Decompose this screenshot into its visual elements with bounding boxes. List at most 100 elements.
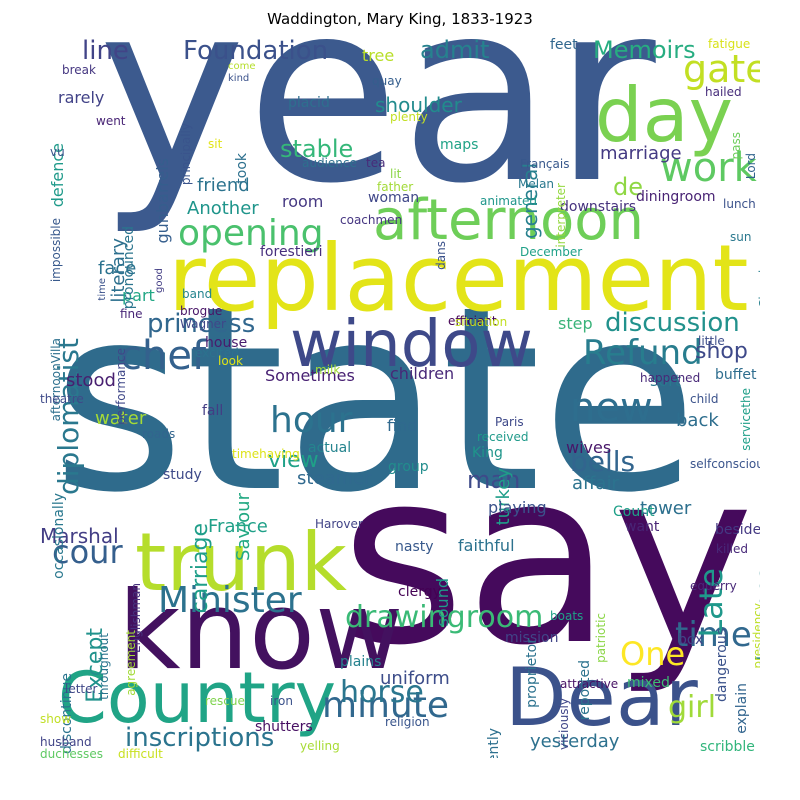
word-uniform: uniform <box>380 668 450 689</box>
word-tree: tree <box>362 46 395 65</box>
word-year: year <box>98 38 656 238</box>
word-affair: affair <box>572 473 619 494</box>
word-king: King <box>472 445 503 461</box>
word-house: house <box>205 335 248 351</box>
word-equerry: equerry <box>690 579 737 593</box>
word-proprietor: proprietor <box>524 638 540 708</box>
word-box: box <box>678 632 704 648</box>
word-dangerous: dangerous <box>714 628 730 703</box>
word-woman: woman <box>368 190 420 206</box>
word-steamer: steamer <box>297 468 372 489</box>
word-interpreter: interpreter <box>554 183 568 248</box>
word-lit: lit <box>390 167 402 181</box>
word-hour: hour <box>270 400 353 441</box>
word-coachmen: coachmen <box>340 213 403 227</box>
word-friend: friend <box>197 175 250 196</box>
word-explain: explain <box>734 683 750 734</box>
word-gate: gate <box>683 47 760 91</box>
word-refund: Refund <box>583 333 703 373</box>
word-group: group <box>388 459 429 475</box>
word-maps: maps <box>440 137 479 153</box>
word-iron: iron <box>270 694 293 708</box>
word-difficult: difficult <box>118 747 163 758</box>
word-happened: happened <box>640 371 701 385</box>
word-dear: Dear <box>505 651 698 744</box>
word-quay: quay <box>372 74 402 88</box>
word-actual: actual <box>308 440 352 456</box>
word-man: man <box>467 466 521 494</box>
word-find: find <box>387 416 418 435</box>
word-roads: roads <box>142 427 176 441</box>
word-placid: placid <box>288 95 330 111</box>
word-cour: cour <box>52 533 123 571</box>
word-marriage: marriage <box>600 143 682 164</box>
word-discussion: discussion <box>605 308 740 338</box>
word-brogue: brogue <box>180 304 223 318</box>
word-throughout: throughout <box>97 633 111 700</box>
word-opening: opening <box>178 213 324 254</box>
word-back: back <box>676 410 719 431</box>
word-selfconscious: selfconscious <box>690 457 760 471</box>
word-chef: chef <box>120 333 207 379</box>
word-forestieri: forestieri <box>260 244 323 260</box>
word-princess: princess <box>147 309 256 339</box>
word-diningroom: diningroom <box>636 189 716 205</box>
word-count: Count <box>613 504 655 520</box>
word-water: water <box>95 408 147 429</box>
word-replacement: replacement <box>168 225 749 332</box>
word-show: show <box>40 712 72 726</box>
plot-title: Waddington, Mary King, 1833-1923 <box>267 10 533 28</box>
word-shop: shop <box>695 339 748 364</box>
word-fall: fall <box>202 403 224 419</box>
word-one: One <box>620 635 686 673</box>
word-sun: sun <box>730 230 752 244</box>
word-evidently: evidently <box>486 728 502 758</box>
word-work: work <box>660 145 757 191</box>
word-fran-ais: Français <box>520 157 570 171</box>
word-horse: horse <box>340 675 424 710</box>
word-say: say <box>340 418 755 698</box>
word-stable: stable <box>280 135 354 163</box>
word-mixed: mixed <box>627 675 670 691</box>
word-performance: performance <box>114 348 128 425</box>
word-beside: beside <box>715 522 760 538</box>
word-downstairs: downstairs <box>560 199 637 215</box>
word-presidency: presidency <box>751 603 760 669</box>
word-country: Country <box>58 657 337 739</box>
word-stood: stood <box>66 370 116 391</box>
word-agreement: agreement <box>124 630 138 696</box>
word-timehaving: timehaving <box>232 447 300 461</box>
word-milk: milk <box>315 363 341 377</box>
word-letter: letter <box>65 682 98 696</box>
word-kind: kind <box>228 73 250 84</box>
word-sometimes: Sometimes <box>265 366 355 385</box>
word-lunch: lunch <box>723 197 756 211</box>
word-shutters: shutters <box>255 719 313 735</box>
word-audience: audience <box>302 156 357 170</box>
word-break: break <box>62 63 96 77</box>
word-view: view <box>268 448 319 473</box>
word-dans: dans <box>434 241 448 270</box>
word-part: part <box>122 286 155 305</box>
word-excited: excited <box>195 346 239 360</box>
word-time: time <box>97 278 108 301</box>
word-minute: minute <box>322 685 449 726</box>
word-tea: tea <box>366 156 386 170</box>
word-lord: Lord <box>744 153 758 180</box>
word-buffet: buffet <box>715 367 757 383</box>
word-memoirs: Memoirs <box>593 38 696 64</box>
word-yesterday: yesterday <box>530 731 620 752</box>
word-de: de <box>613 173 643 201</box>
word-rarely: rarely <box>58 88 105 107</box>
word-melan: Melan <box>518 177 555 191</box>
word-rescue: rescue <box>205 694 245 708</box>
word-marshal: Marshal <box>40 524 119 548</box>
word-servicethe: servicethe <box>739 388 753 451</box>
word-sound: sound <box>433 578 452 627</box>
word-boats: boats <box>550 609 584 623</box>
word-room: room <box>282 192 324 211</box>
word-harover: Harover <box>315 517 363 531</box>
word-chamber: Chamber <box>757 253 760 308</box>
word-want: want <box>625 519 660 535</box>
word-fine: fine <box>120 307 143 321</box>
